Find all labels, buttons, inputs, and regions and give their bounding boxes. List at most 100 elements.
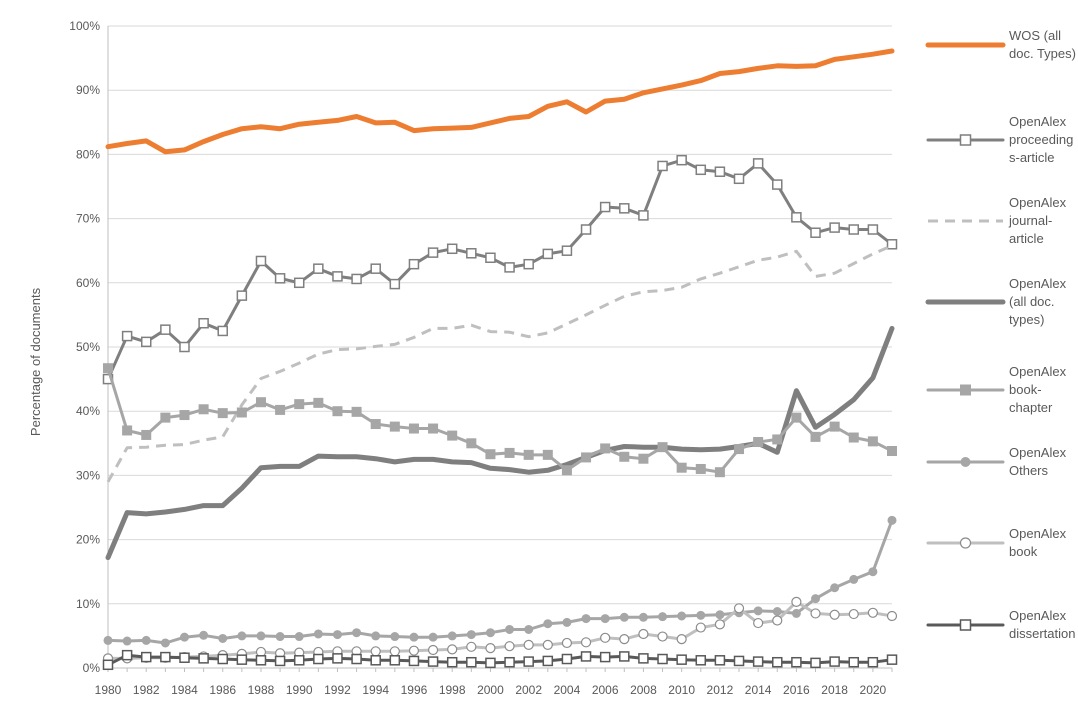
data-point — [275, 404, 286, 415]
data-point — [389, 655, 401, 666]
data-point — [867, 224, 879, 235]
data-point — [447, 430, 458, 441]
data-point — [696, 610, 706, 620]
data-point — [446, 656, 458, 668]
data-point — [657, 442, 668, 453]
legend-label: OpenAlex — [1009, 608, 1067, 623]
legend-label: dissertation — [1009, 626, 1075, 641]
data-point — [352, 628, 362, 638]
x-tick-label: 1984 — [171, 683, 198, 697]
data-point — [256, 631, 266, 641]
data-point — [811, 594, 821, 604]
x-tick-label: 1982 — [133, 683, 160, 697]
data-point — [772, 607, 782, 617]
data-point — [848, 224, 860, 235]
legend-label: s-article — [1009, 150, 1055, 165]
data-point — [714, 166, 726, 177]
data-point — [581, 614, 591, 624]
x-tick-label: 1986 — [209, 683, 236, 697]
legend-entry: OpenAlex Others — [926, 445, 1067, 478]
data-point — [408, 423, 419, 434]
data-point — [427, 656, 439, 667]
legend-marker — [959, 619, 972, 631]
data-point — [561, 637, 573, 649]
data-point — [581, 452, 592, 463]
data-point — [619, 634, 630, 645]
data-point — [447, 644, 458, 655]
data-point — [103, 363, 113, 374]
data-point — [867, 656, 879, 668]
y-tick-label: 80% — [76, 147, 100, 161]
x-tick-label: 1988 — [248, 683, 275, 697]
data-point — [409, 632, 419, 642]
data-point — [810, 431, 821, 442]
legend-label: proceeding — [1009, 132, 1073, 147]
legend-marker — [959, 134, 972, 146]
data-point — [600, 443, 611, 454]
data-point — [561, 245, 573, 256]
data-point — [466, 630, 476, 640]
x-tick-label: 1996 — [401, 683, 428, 697]
x-tick-label: 1994 — [362, 683, 389, 697]
data-point — [121, 330, 133, 342]
data-point — [140, 651, 152, 663]
data-point — [676, 154, 687, 166]
data-point — [523, 639, 534, 650]
series — [103, 515, 897, 648]
legend-label: doc. Types) — [1009, 46, 1076, 61]
x-tick-label: 2018 — [821, 683, 848, 697]
data-point — [599, 201, 611, 213]
data-point — [160, 412, 171, 423]
data-point — [141, 429, 152, 440]
legend-label: OpenAlex — [1009, 114, 1067, 129]
data-point — [179, 652, 190, 663]
data-point — [695, 463, 706, 474]
legend-label: chapter — [1009, 400, 1053, 415]
data-point — [810, 227, 821, 238]
y-tick-label: 10% — [76, 597, 100, 611]
data-point — [886, 610, 898, 622]
data-point — [791, 212, 802, 223]
data-point — [753, 617, 764, 629]
data-point — [504, 262, 515, 273]
data-point — [275, 632, 285, 642]
data-point — [561, 653, 573, 665]
data-point — [351, 406, 362, 417]
legend-label: OpenAlex — [1009, 445, 1067, 460]
legend-label: OpenAlex — [1009, 195, 1067, 210]
data-point — [772, 434, 783, 445]
data-point — [255, 255, 267, 267]
series — [103, 363, 897, 478]
y-tick-label: 70% — [76, 212, 100, 226]
data-point — [466, 248, 477, 259]
data-point — [734, 444, 745, 455]
data-point — [428, 423, 439, 434]
data-point — [886, 654, 898, 665]
x-tick-label: 2010 — [668, 683, 695, 697]
y-tick-label: 100% — [69, 19, 100, 33]
data-point — [274, 273, 286, 284]
data-point — [657, 653, 668, 665]
data-point — [714, 467, 725, 478]
data-point — [370, 655, 381, 666]
data-point — [103, 635, 113, 645]
legend-label: (all doc. — [1009, 294, 1055, 309]
series — [102, 154, 898, 385]
data-point — [753, 606, 763, 616]
data-point — [332, 271, 343, 282]
y-tick-label: 30% — [76, 468, 100, 482]
data-point — [867, 436, 878, 447]
data-point — [676, 634, 687, 645]
data-point — [447, 631, 457, 641]
data-point — [887, 446, 897, 457]
data-point — [122, 636, 132, 646]
legend-label: journal- — [1008, 213, 1052, 228]
data-point — [829, 656, 840, 667]
data-point — [638, 210, 649, 221]
data-point — [198, 317, 209, 329]
grid-lines — [108, 25, 892, 605]
data-point — [485, 449, 496, 460]
data-point — [504, 641, 515, 652]
data-point — [714, 655, 726, 666]
